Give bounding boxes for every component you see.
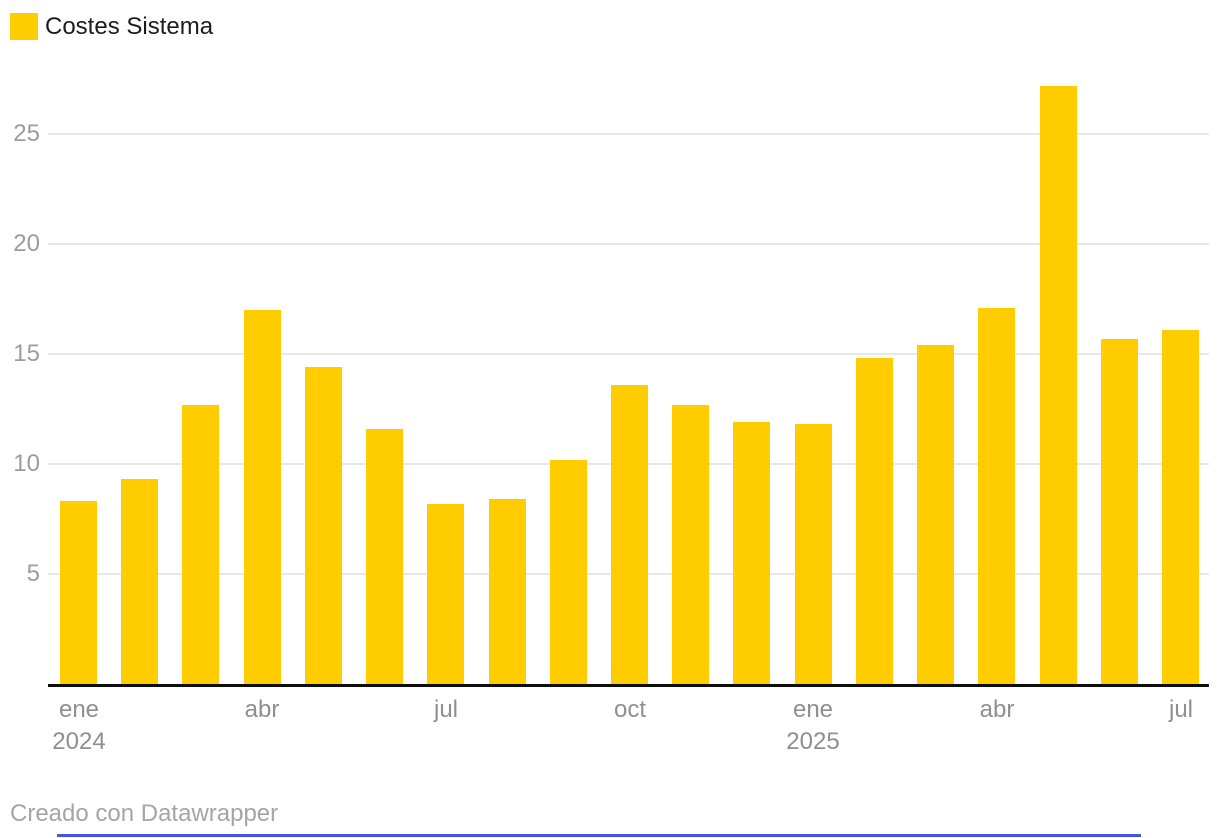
gridline-y-25 — [48, 133, 1209, 135]
bar-jul-2025 — [1162, 330, 1199, 684]
bar-feb-2024 — [121, 479, 158, 684]
bar-jun-2025 — [1101, 339, 1138, 684]
bar-may-2025 — [1040, 86, 1077, 684]
bar-ene-2025 — [795, 424, 832, 684]
x-tick-label-15: abr — [979, 696, 1015, 723]
bar-nov-2024 — [672, 405, 709, 684]
x-tick-label-9: oct — [613, 696, 646, 723]
x-tick-label-12: ene — [792, 696, 834, 723]
gridline-y-20 — [48, 243, 1209, 245]
bar-feb-2025 — [856, 358, 893, 684]
bar-ago-2024 — [489, 499, 526, 684]
bar-abr-2024 — [244, 310, 281, 684]
bar-may-2024 — [305, 367, 342, 684]
gridline-y-15 — [48, 353, 1209, 355]
bar-jul-2024 — [427, 504, 464, 684]
bar-ene-2024 — [60, 501, 97, 684]
attribution-text: Creado con Datawrapper — [10, 800, 279, 827]
x-tick-label-6: jul — [433, 696, 458, 723]
y-tick-label-20: 20 — [13, 230, 40, 257]
x-tick-label-3: abr — [244, 696, 280, 723]
x-tick-label-0: ene — [58, 696, 100, 723]
bar-dic-2024 — [733, 422, 770, 684]
bar-sep-2024 — [550, 460, 587, 684]
bar-mar-2025 — [917, 345, 954, 684]
legend-label: Costes Sistema — [45, 13, 214, 40]
bar-oct-2024 — [611, 385, 648, 684]
bar-mar-2024 — [182, 405, 219, 684]
y-tick-label-5: 5 — [26, 560, 40, 587]
bar-abr-2025 — [978, 308, 1015, 684]
x-tick-year-2024: 2024 — [52, 728, 106, 755]
y-tick-label-10: 10 — [13, 450, 40, 477]
x-tick-label-18: jul — [1168, 696, 1193, 723]
bar-jun-2024 — [366, 429, 403, 684]
y-tick-label-15: 15 — [13, 340, 40, 367]
x-tick-year-2025: 2025 — [786, 728, 840, 755]
bottom-blue-line — [57, 834, 1141, 837]
y-tick-label-25: 25 — [13, 120, 40, 147]
legend-swatch — [10, 13, 38, 40]
x-axis-line — [48, 684, 1209, 687]
